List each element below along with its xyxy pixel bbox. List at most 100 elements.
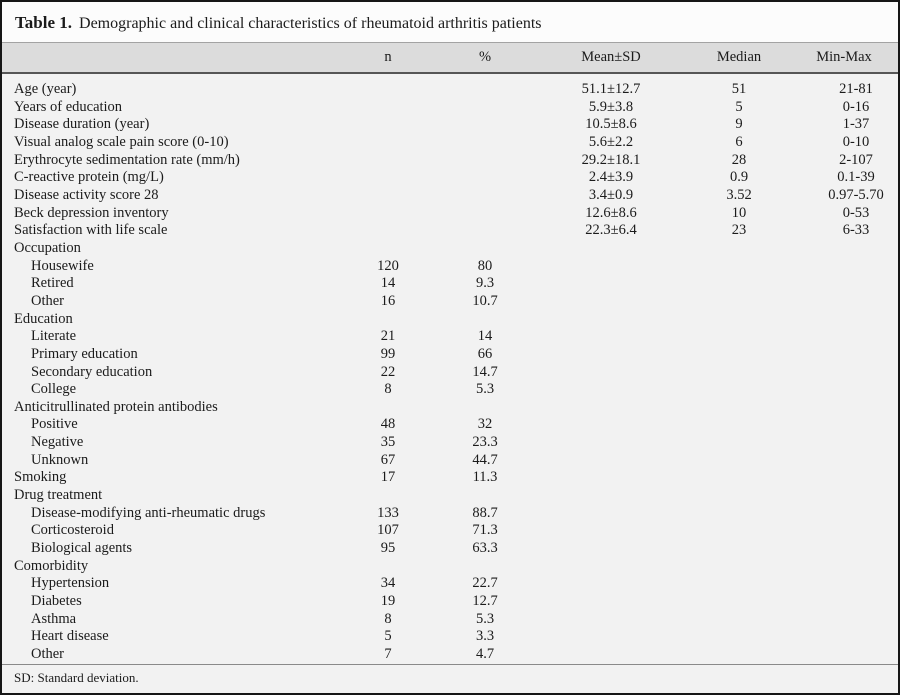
cell-min-max xyxy=(790,452,898,470)
cell-mean-sd xyxy=(534,258,688,276)
row-label: Disease-modifying anti-rheumatic drugs xyxy=(31,504,266,521)
cell-median xyxy=(688,540,790,558)
cell-pct xyxy=(436,399,534,417)
row-label: Anticitrullinated protein antibodies xyxy=(14,398,218,415)
cell-mean-sd xyxy=(534,346,688,364)
cell-mean-sd xyxy=(534,646,688,664)
cell-pct xyxy=(436,222,534,240)
header-pct: % xyxy=(436,43,534,74)
cell-median xyxy=(688,346,790,364)
cell-median xyxy=(688,487,790,505)
cell-pct: 71.3 xyxy=(472,522,498,539)
cell-mean-sd xyxy=(534,364,688,382)
cell-pct: 44.7 xyxy=(472,451,498,468)
table-row: Erythrocyte sedimentation rate (mm/h) 29.… xyxy=(2,152,898,170)
cell-min-max xyxy=(790,487,898,505)
cell-mean-sd xyxy=(534,540,688,558)
row-label: Disease duration (year) xyxy=(14,116,150,133)
characteristics-table: n % Mean±SD Median Min-Max Age (year) 51.… xyxy=(2,43,898,664)
cell-pct xyxy=(436,99,534,117)
cell-n: 5 xyxy=(384,628,392,645)
row-label: Retired xyxy=(31,275,74,292)
cell-median xyxy=(688,452,790,470)
cell-min-max xyxy=(790,522,898,540)
cell-min-max xyxy=(790,505,898,523)
cell-min-max xyxy=(790,540,898,558)
table-row: Unknown 67 44.7 xyxy=(2,452,898,470)
cell-pct: 10.7 xyxy=(472,292,498,309)
cell-mean-sd xyxy=(534,434,688,452)
cell-min-max xyxy=(790,399,898,417)
cell-min-max xyxy=(790,593,898,611)
table-row: Negative 35 23.3 xyxy=(2,434,898,452)
cell-pct: 66 xyxy=(477,345,493,362)
cell-n: 21 xyxy=(380,328,396,345)
row-label: Age (year) xyxy=(14,81,77,97)
table-row: Years of education 5.9±3.8 5 0-16 xyxy=(2,99,898,117)
cell-mean-sd xyxy=(534,469,688,487)
row-label: Biological agents xyxy=(31,540,133,557)
cell-n: 17 xyxy=(380,469,396,486)
header-empty xyxy=(2,43,340,74)
cell-median xyxy=(688,469,790,487)
table-row: Visual analog scale pain score (0-10) 5.6… xyxy=(2,134,898,152)
cell-min-max xyxy=(790,328,898,346)
table-row: Retired 14 9.3 xyxy=(2,275,898,293)
row-label: Negative xyxy=(31,434,84,451)
row-label: Education xyxy=(14,310,73,327)
cell-pct xyxy=(436,205,534,223)
row-label: C-reactive protein (mg/L) xyxy=(14,169,164,186)
row-label: Visual analog scale pain score (0-10) xyxy=(14,133,229,150)
cell-pct: 3.3 xyxy=(475,628,495,645)
section-row: Comorbidity xyxy=(2,558,898,576)
row-label: Satisfaction with life scale xyxy=(14,222,168,239)
cell-n xyxy=(340,222,436,240)
cell-n xyxy=(340,187,436,205)
cell-median: 10 xyxy=(731,204,747,221)
cell-min-max xyxy=(790,381,898,399)
cell-pct xyxy=(436,240,534,258)
row-label: Other xyxy=(31,646,65,662)
cell-median xyxy=(688,364,790,382)
cell-min-max xyxy=(790,275,898,293)
table-row: Beck depression inventory 12.6±8.6 10 0-53 xyxy=(2,205,898,223)
cell-pct xyxy=(436,311,534,329)
cell-pct: 22.7 xyxy=(472,575,498,592)
cell-median: 23 xyxy=(731,222,747,239)
cell-mean-sd: 2.4±3.9 xyxy=(588,169,634,186)
cell-n xyxy=(340,487,436,505)
cell-mean-sd xyxy=(534,487,688,505)
cell-median xyxy=(688,258,790,276)
row-label: Years of education xyxy=(14,98,123,115)
table-row: Diabetes 19 12.7 xyxy=(2,593,898,611)
cell-min-max xyxy=(790,628,898,646)
table-row: Disease activity score 28 3.4±0.9 3.52 0.97… xyxy=(2,187,898,205)
cell-median xyxy=(688,505,790,523)
row-label: Drug treatment xyxy=(14,487,103,504)
cell-n: 133 xyxy=(377,504,399,521)
cell-median xyxy=(688,275,790,293)
row-label: Disease activity score 28 xyxy=(14,186,159,203)
row-label: Literate xyxy=(31,328,77,345)
table-row: Secondary education 22 14.7 xyxy=(2,364,898,382)
cell-n: 95 xyxy=(380,540,396,557)
cell-mean-sd xyxy=(534,452,688,470)
cell-n: 34 xyxy=(380,575,396,592)
cell-pct xyxy=(436,73,534,99)
cell-median xyxy=(688,646,790,664)
cell-min-max: 21-81 xyxy=(839,81,873,97)
row-label: Secondary education xyxy=(31,363,153,380)
cell-n: 8 xyxy=(384,610,392,627)
table-row: Other 7 4.7 xyxy=(2,646,898,664)
cell-mean-sd xyxy=(534,399,688,417)
cell-mean-sd xyxy=(534,522,688,540)
cell-n xyxy=(340,311,436,329)
table-row: Biological agents 95 63.3 xyxy=(2,540,898,558)
cell-n xyxy=(340,152,436,170)
cell-median: 5 xyxy=(735,98,743,115)
row-label: Positive xyxy=(31,416,78,433)
cell-n xyxy=(340,558,436,576)
cell-min-max xyxy=(790,240,898,258)
section-row: Education xyxy=(2,311,898,329)
